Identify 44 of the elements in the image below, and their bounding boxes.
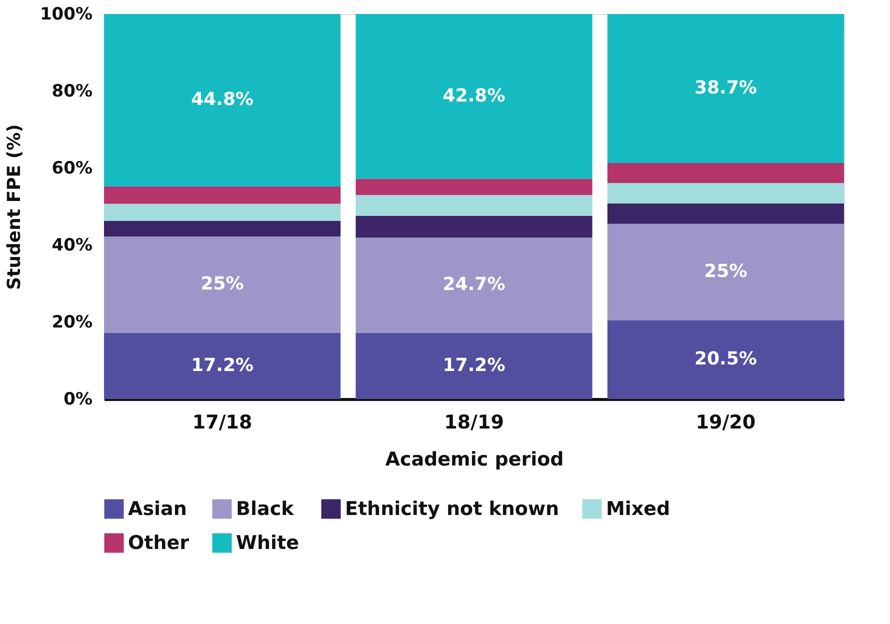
x-tick-label: 17/18 [192, 412, 252, 434]
bar [104, 204, 341, 221]
data-label: 25% [704, 260, 748, 282]
y-tick-label: 100% [40, 4, 92, 24]
bar [356, 216, 592, 238]
legend-label: Mixed [606, 498, 670, 520]
legend-label: Other [128, 532, 190, 554]
bar [356, 194, 592, 216]
y-tick-label: 20% [52, 312, 92, 332]
bar [104, 236, 341, 333]
y-tick-label: 0% [64, 390, 92, 410]
bar [607, 14, 844, 163]
bar [607, 320, 844, 399]
data-label: 25% [200, 274, 244, 295]
legend-label: Black [236, 498, 294, 520]
y-tick-label: 80% [52, 82, 92, 102]
data-label: 44.8% [191, 89, 254, 110]
data-label: 38.7% [694, 77, 757, 98]
bar [356, 178, 592, 195]
y-tick-label: 60% [52, 158, 92, 178]
data-label: 24.7% [442, 274, 506, 296]
y-axis-title: Student FPE (%) [4, 124, 25, 290]
x-tick-label: 19/20 [696, 412, 756, 434]
bar [104, 186, 341, 204]
data-label: 20.5% [694, 348, 757, 370]
data-label: 17.2% [191, 354, 254, 376]
bar [607, 224, 844, 320]
bar [607, 162, 844, 184]
legend-label: White [236, 532, 299, 554]
x-axis-title: Academic period [385, 448, 564, 470]
bar [104, 332, 341, 399]
data-label: 42.8% [442, 85, 506, 106]
bar [607, 183, 844, 204]
bar [607, 203, 844, 224]
legend-label: Ethnicity not known [345, 498, 560, 520]
y-tick-label: 40% [52, 236, 92, 256]
bar [104, 14, 341, 186]
bar [356, 238, 592, 333]
bar [104, 220, 341, 237]
x-tick-label: 18/19 [444, 412, 504, 434]
bar [356, 14, 592, 179]
data-label: 17.2% [442, 354, 506, 376]
legend-label: Asian [128, 498, 187, 520]
bar [356, 332, 592, 399]
